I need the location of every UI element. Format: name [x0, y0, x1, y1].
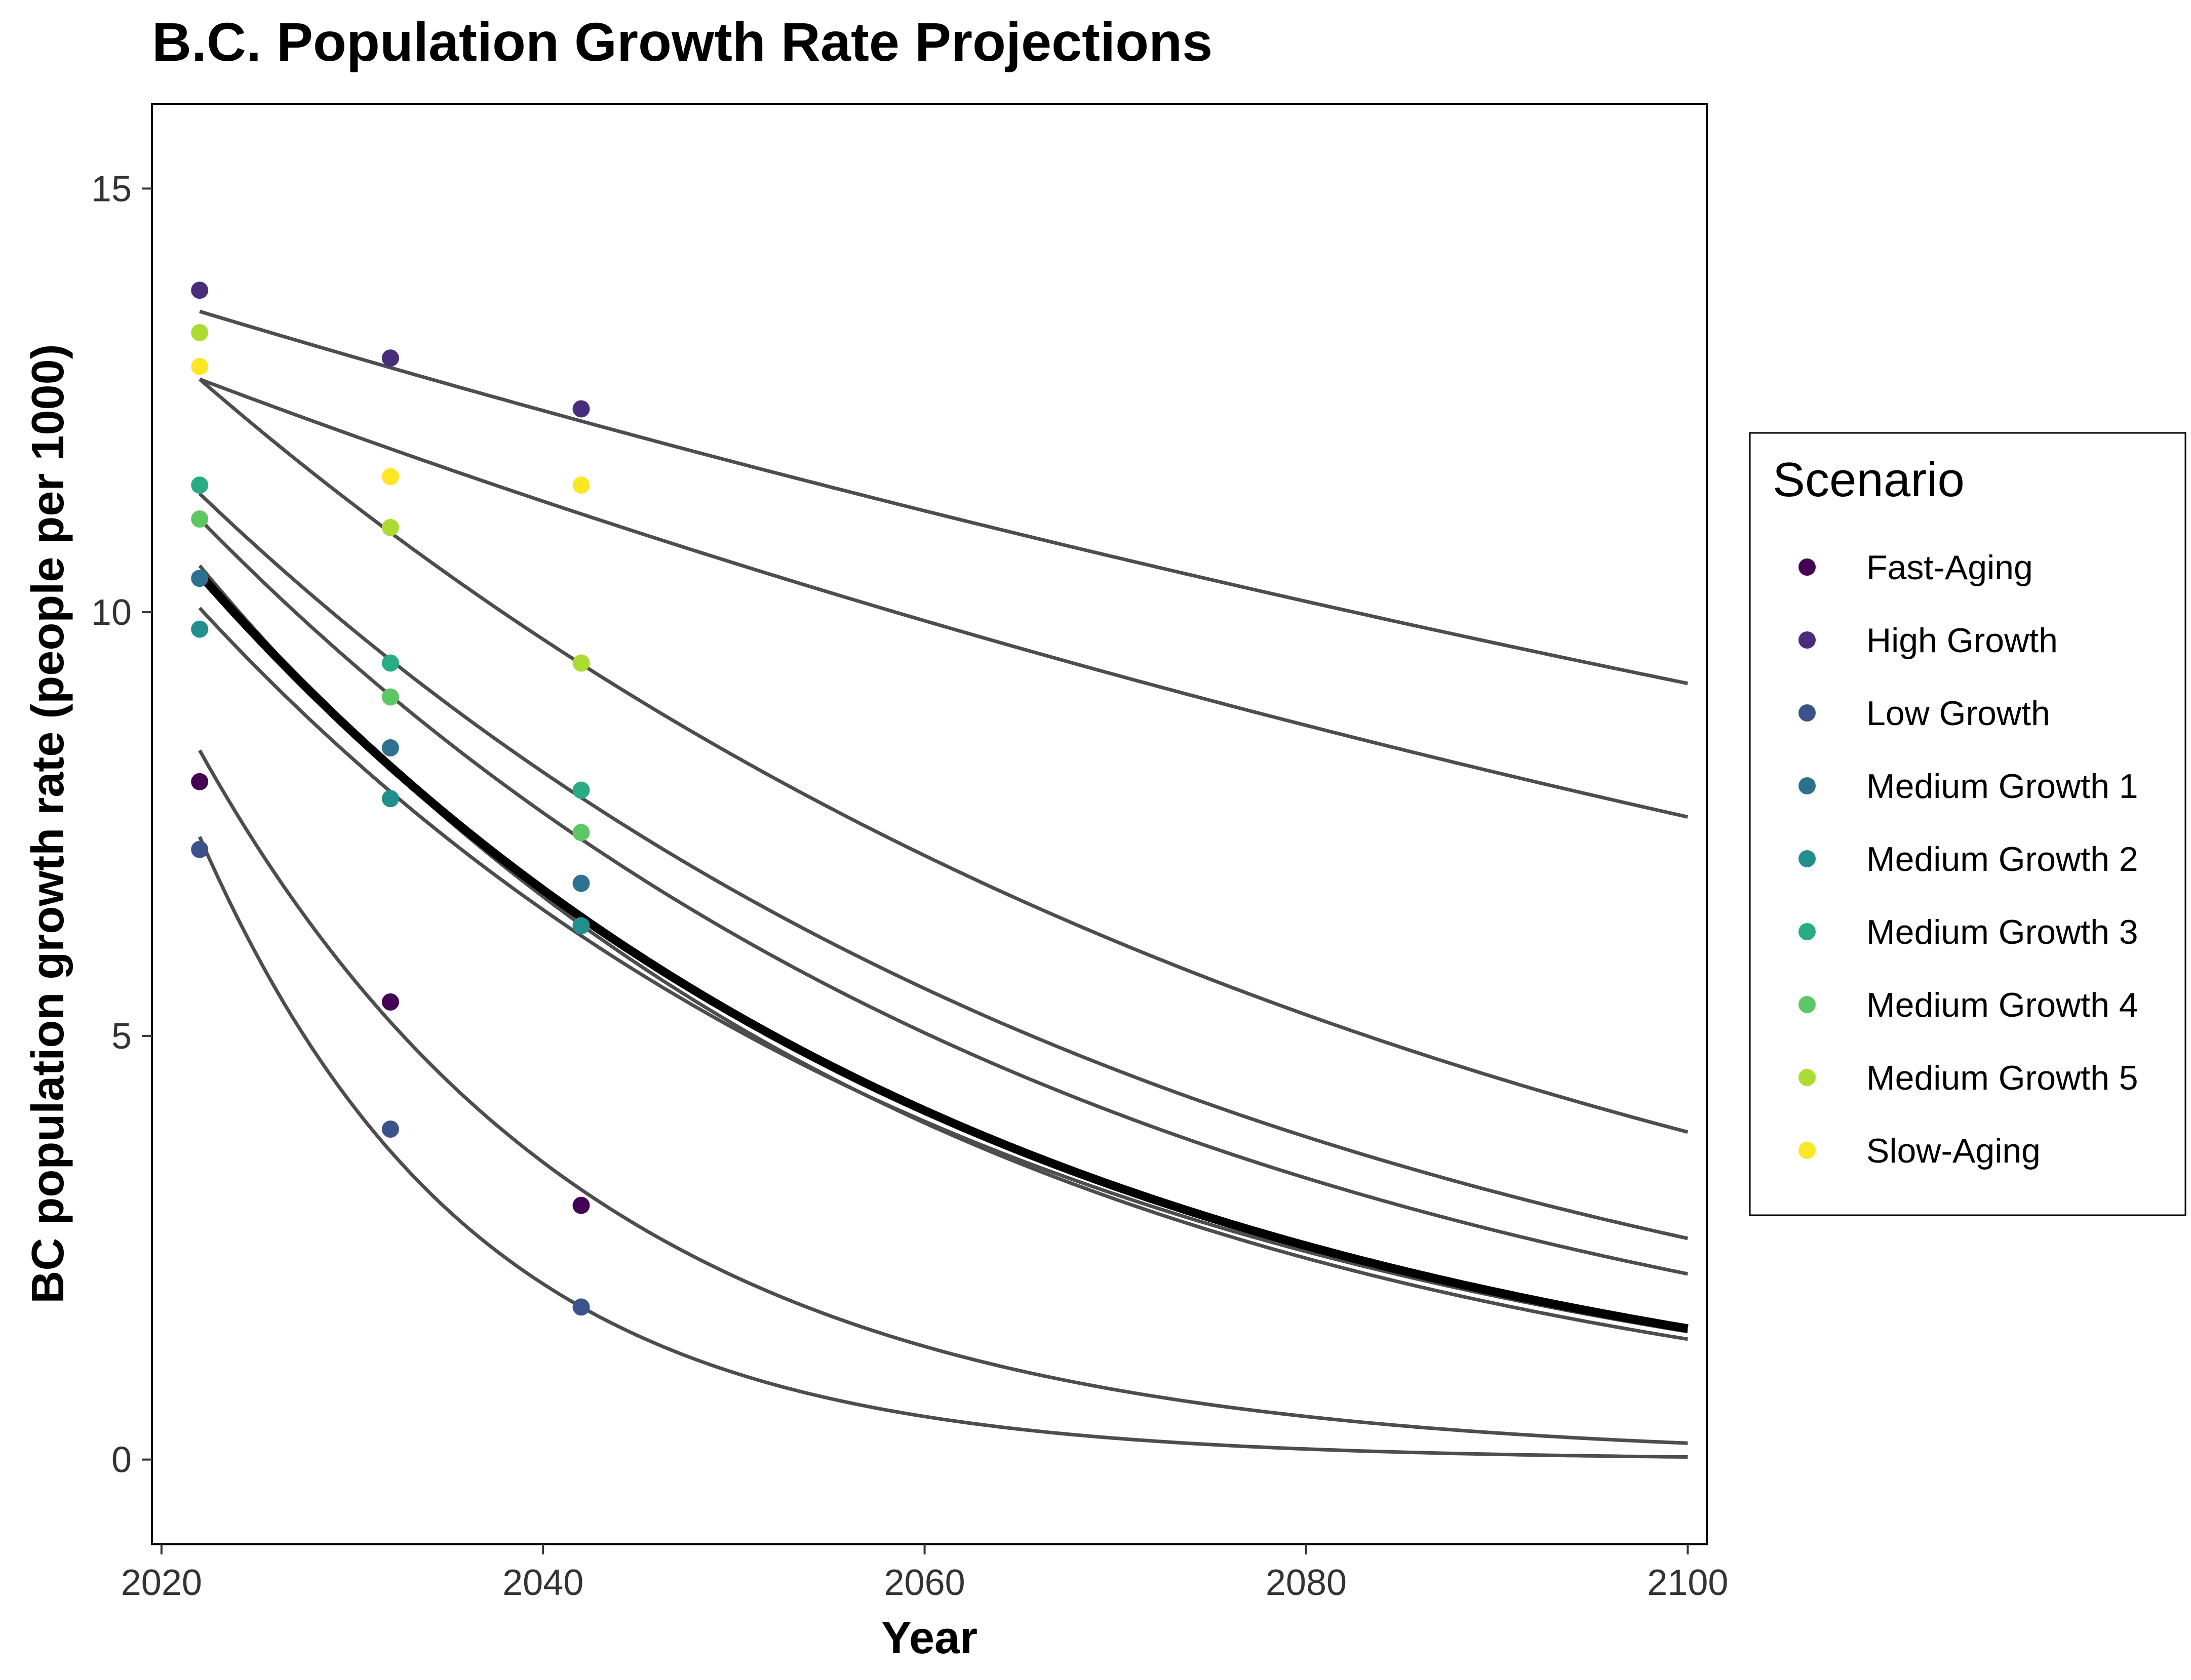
- point-medium-growth-2-2022: [191, 620, 209, 638]
- point-fast-aging-2022: [191, 773, 209, 790]
- point-slow-aging-2032: [381, 468, 399, 486]
- legend-label-high-growth: High Growth: [1866, 621, 2058, 660]
- legend-label-fast-aging: Fast-Aging: [1866, 548, 2033, 587]
- legend-label-medium-growth-2: Medium Growth 2: [1866, 840, 2138, 878]
- overall-fit-group: [196, 571, 1689, 1333]
- point-medium-growth-5-2032: [381, 518, 399, 536]
- overall-fit-line: [196, 571, 1689, 1333]
- legend-key-medium-growth-2: [1798, 850, 1816, 867]
- point-medium-growth-4-2042: [572, 824, 590, 842]
- point-medium-growth-1-2022: [191, 570, 209, 587]
- y-tick-label-15: 15: [91, 169, 132, 209]
- legend-box: [1749, 432, 2186, 1216]
- legend-key-slow-aging: [1798, 1142, 1816, 1159]
- legend-key-medium-growth-1: [1798, 777, 1816, 794]
- fit-line-high-growth: [199, 309, 1688, 686]
- fit-line-low-growth: [198, 836, 1688, 1459]
- fit-line-medium-growth-2: [198, 607, 1688, 1334]
- y-tick-label-10: 10: [91, 592, 132, 633]
- x-tick-label-2060: 2060: [884, 1563, 965, 1603]
- point-low-growth-2032: [381, 1121, 399, 1138]
- x-tick-label-2080: 2080: [1266, 1563, 1347, 1603]
- plot-panel: [151, 103, 1708, 1545]
- point-medium-growth-3-2022: [191, 476, 209, 494]
- x-axis-title: Year: [881, 1613, 977, 1663]
- legend-key-high-growth: [1798, 631, 1816, 649]
- y-tick-label-5: 5: [111, 1016, 132, 1057]
- fit-line-medium-growth-3: [198, 492, 1689, 1241]
- fit-line-medium-growth-4: [198, 517, 1688, 1276]
- point-low-growth-2042: [572, 1298, 590, 1316]
- point-medium-growth-1-2032: [381, 739, 399, 756]
- legend-key-medium-growth-4: [1798, 996, 1816, 1013]
- x-tick-label-2100: 2100: [1647, 1563, 1728, 1603]
- fit-line-medium-growth-5: [198, 378, 1689, 1134]
- legend-key-low-growth: [1798, 704, 1816, 722]
- point-high-growth-2042: [572, 400, 590, 418]
- point-fast-aging-2042: [572, 1196, 590, 1214]
- fit-line-slow-aging: [199, 377, 1689, 819]
- chart-title: B.C. Population Growth Rate Projections: [152, 11, 1212, 72]
- legend-key-fast-aging: [1798, 558, 1816, 576]
- legend: Scenario Fast-Aging High Growth Low Growth…: [1749, 432, 2186, 1216]
- legend-label-slow-aging: Slow-Aging: [1866, 1132, 2041, 1170]
- legend-items: Fast-Aging High Growth Low Growth Medium Gr…: [1798, 548, 2138, 1170]
- point-medium-growth-4-2032: [381, 688, 399, 706]
- data-points: [191, 282, 590, 1316]
- point-medium-growth-2-2032: [381, 790, 399, 808]
- legend-label-medium-growth-1: Medium Growth 1: [1866, 767, 2138, 806]
- legend-key-medium-growth-5: [1798, 1069, 1816, 1086]
- y-axis: 0 5 10 15: [91, 169, 152, 1481]
- x-axis: 2020 2040 2060 2080 2100: [121, 1544, 1728, 1603]
- point-slow-aging-2042: [572, 476, 590, 494]
- point-medium-growth-4-2022: [191, 510, 209, 528]
- x-tick-label-2020: 2020: [121, 1563, 202, 1603]
- legend-title: Scenario: [1773, 453, 1965, 507]
- legend-label-medium-growth-5: Medium Growth 5: [1866, 1059, 2138, 1097]
- legend-label-medium-growth-4: Medium Growth 4: [1866, 986, 2138, 1024]
- x-tick-label-2040: 2040: [502, 1563, 583, 1603]
- point-medium-growth-3-2042: [572, 781, 590, 799]
- point-medium-growth-5-2042: [572, 654, 590, 672]
- point-fast-aging-2032: [381, 993, 399, 1011]
- point-medium-growth-3-2032: [381, 654, 399, 672]
- point-low-growth-2022: [191, 841, 209, 858]
- y-tick-label-0: 0: [111, 1440, 132, 1481]
- legend-label-low-growth: Low Growth: [1866, 694, 2050, 733]
- point-medium-growth-1-2042: [572, 874, 590, 892]
- point-medium-growth-2-2042: [572, 917, 590, 935]
- point-high-growth-2032: [381, 349, 399, 367]
- point-high-growth-2022: [191, 282, 209, 299]
- fit-line-fast-aging: [198, 749, 1688, 1445]
- y-axis-title: BC population growth rate (people per 10…: [23, 344, 73, 1303]
- point-slow-aging-2022: [191, 357, 209, 375]
- point-medium-growth-5-2022: [191, 324, 209, 341]
- legend-label-medium-growth-3: Medium Growth 3: [1866, 913, 2138, 951]
- legend-key-medium-growth-3: [1798, 923, 1816, 940]
